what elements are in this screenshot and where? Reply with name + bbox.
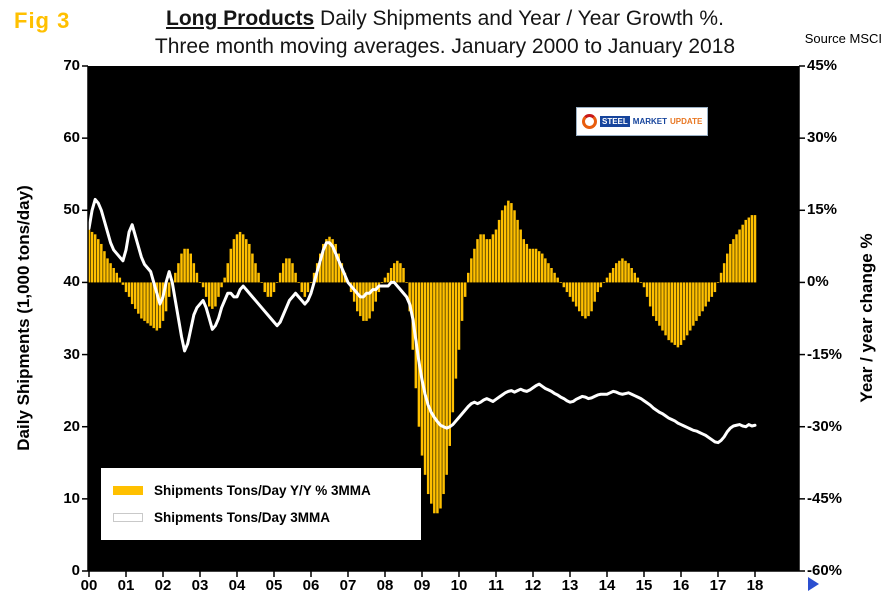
logo-ring-icon [582,114,597,129]
legend: Shipments Tons/Day Y/Y % 3MMA Shipments … [100,467,422,541]
blue-triangle-icon [808,577,819,591]
legend-label-shipments: Shipments Tons/Day 3MMA [154,510,331,525]
legend-label-yoy: Shipments Tons/Day Y/Y % 3MMA [154,483,371,498]
title-line2: Three month moving averages. January 200… [154,34,736,58]
shipments-line [87,197,757,445]
figure-label: Fig 3 [14,8,71,33]
logo-market-text: MARKET [632,117,667,126]
smu-logo: STEEL MARKET UPDATE [576,107,709,136]
yoy-bars [87,200,757,514]
legend-item-yoy: Shipments Tons/Day Y/Y % 3MMA [113,477,409,504]
logo-update-text: UPDATE [670,117,703,126]
title-rest-part: Daily Shipments and Year / Year Growth %… [314,7,724,30]
chart-title: Long Products Daily Shipments and Year /… [0,5,890,60]
title-line1: Long Products Daily Shipments and Year /… [0,5,890,33]
left-axis-title: Daily Shipments (1,000 tons/day) [14,185,33,451]
source-note: Source MSCI [804,31,882,46]
title-bold-part: Long Products [166,7,315,30]
legend-swatch-shipments-line [113,513,143,522]
legend-item-shipments: Shipments Tons/Day 3MMA [113,504,409,531]
legend-swatch-yoy-bar [113,486,143,495]
right-axis-title: Year / year change % [857,233,876,403]
axes-and-ticks [82,65,805,577]
logo-steel-text: STEEL [600,116,630,127]
